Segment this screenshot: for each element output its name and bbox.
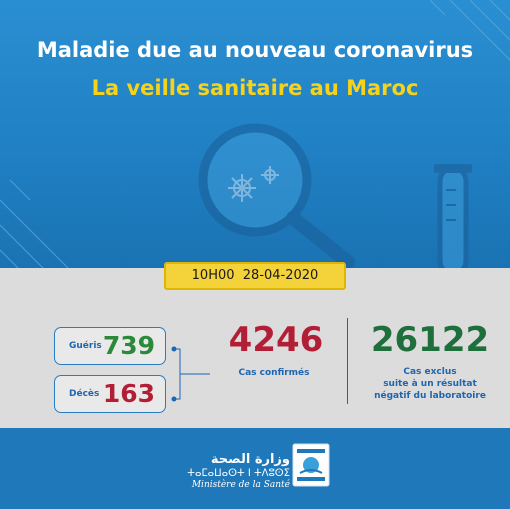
recovered-label: Guéris — [69, 341, 102, 351]
datetime-badge: 10H00 28-04-2020 — [164, 262, 346, 290]
deaths-label: Décès — [69, 389, 100, 399]
magnifier-icon — [198, 123, 355, 269]
subtitle: La veille sanitaire au Maroc — [91, 76, 419, 100]
excluded-label-line: Cas exclus — [403, 367, 457, 377]
ministry-logo-icon — [292, 443, 330, 487]
excluded-value: 26122 — [370, 320, 490, 360]
excluded-label: Cas exclus suite à un résultat négatif d… — [356, 366, 504, 402]
test-tube-icon — [434, 164, 472, 270]
ministry-name-tifinagh: ⵜⴰⵎⴰⵡⴰⵙⵜ ⵏ ⵜⴷⵓⵙⵉ — [187, 468, 290, 479]
deaths-stat: Décès 163 — [54, 375, 166, 413]
ministry-text: وزارة الصحة ⵜⴰⵎⴰⵡⴰⵙⵜ ⵏ ⵜⴷⵓⵙⵉ Ministère d… — [180, 452, 290, 490]
main-title: Maladie due au nouveau coronavirus — [36, 38, 474, 62]
confirmed-label: Cas confirmés — [238, 368, 310, 378]
vertical-divider — [347, 318, 348, 404]
recovered-stat: Guéris 739 — [54, 327, 166, 365]
report-date: 28-04-2020 — [242, 268, 319, 283]
ministry-name-french: Ministère de la Santé — [191, 480, 290, 490]
confirmed-value: 4246 — [228, 320, 324, 360]
deaths-value: 163 — [102, 379, 155, 408]
background-decoration — [0, 0, 510, 270]
excluded-label-line: suite à un résultat — [383, 379, 477, 389]
excluded-label-line: négatif du laboratoire — [374, 391, 486, 401]
report-time: 10H00 — [191, 268, 235, 283]
footer-panel — [0, 428, 510, 509]
recovered-value: 739 — [102, 331, 155, 360]
ministry-name-arabic: وزارة الصحة — [210, 452, 290, 467]
